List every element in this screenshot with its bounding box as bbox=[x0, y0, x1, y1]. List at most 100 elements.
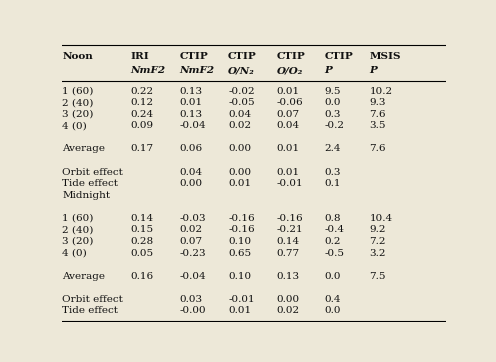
Text: 0.22: 0.22 bbox=[130, 87, 154, 96]
Text: Average: Average bbox=[62, 144, 105, 153]
Text: 0.13: 0.13 bbox=[179, 110, 202, 119]
Text: -0.16: -0.16 bbox=[228, 226, 254, 235]
Text: 0.0: 0.0 bbox=[324, 306, 341, 315]
Text: 0.01: 0.01 bbox=[179, 98, 202, 107]
Text: 4 (0): 4 (0) bbox=[62, 121, 87, 130]
Text: -0.01: -0.01 bbox=[228, 295, 254, 304]
Text: 9.3: 9.3 bbox=[370, 98, 386, 107]
Text: Noon: Noon bbox=[62, 52, 93, 61]
Text: -0.01: -0.01 bbox=[276, 179, 303, 188]
Text: -0.04: -0.04 bbox=[179, 272, 206, 281]
Text: 0.01: 0.01 bbox=[276, 144, 300, 153]
Text: 0.65: 0.65 bbox=[228, 249, 251, 258]
Text: 0.03: 0.03 bbox=[179, 295, 202, 304]
Text: Orbit effect: Orbit effect bbox=[62, 295, 124, 304]
Text: CTIP: CTIP bbox=[228, 52, 257, 61]
Text: NmF2: NmF2 bbox=[130, 66, 166, 75]
Text: 3.2: 3.2 bbox=[370, 249, 386, 258]
Text: 0.02: 0.02 bbox=[179, 226, 202, 235]
Text: 0.0: 0.0 bbox=[324, 272, 341, 281]
Text: 0.13: 0.13 bbox=[276, 272, 300, 281]
Text: 0.15: 0.15 bbox=[130, 226, 154, 235]
Text: 0.3: 0.3 bbox=[324, 168, 341, 177]
Text: 0.24: 0.24 bbox=[130, 110, 154, 119]
Text: 0.12: 0.12 bbox=[130, 98, 154, 107]
Text: 7.2: 7.2 bbox=[370, 237, 386, 246]
Text: 0.01: 0.01 bbox=[228, 306, 251, 315]
Text: 3.5: 3.5 bbox=[370, 121, 386, 130]
Text: 1 (60): 1 (60) bbox=[62, 87, 94, 96]
Text: 7.6: 7.6 bbox=[370, 144, 386, 153]
Text: 0.04: 0.04 bbox=[276, 121, 300, 130]
Text: 0.28: 0.28 bbox=[130, 237, 154, 246]
Text: CTIP: CTIP bbox=[179, 52, 208, 61]
Text: 0.04: 0.04 bbox=[179, 168, 202, 177]
Text: 10.2: 10.2 bbox=[370, 87, 393, 96]
Text: 0.0: 0.0 bbox=[324, 98, 341, 107]
Text: 7.5: 7.5 bbox=[370, 272, 386, 281]
Text: 0.01: 0.01 bbox=[276, 168, 300, 177]
Text: -0.2: -0.2 bbox=[324, 121, 344, 130]
Text: O/N₂: O/N₂ bbox=[228, 66, 255, 75]
Text: 3 (20): 3 (20) bbox=[62, 237, 94, 246]
Text: -0.03: -0.03 bbox=[179, 214, 206, 223]
Text: 0.07: 0.07 bbox=[179, 237, 202, 246]
Text: 3 (20): 3 (20) bbox=[62, 110, 94, 119]
Text: Orbit effect: Orbit effect bbox=[62, 168, 124, 177]
Text: Midnight: Midnight bbox=[62, 191, 111, 200]
Text: IRI: IRI bbox=[130, 52, 149, 61]
Text: -0.23: -0.23 bbox=[179, 249, 206, 258]
Text: 0.13: 0.13 bbox=[179, 87, 202, 96]
Text: 0.05: 0.05 bbox=[130, 249, 154, 258]
Text: 1 (60): 1 (60) bbox=[62, 214, 94, 223]
Text: -0.16: -0.16 bbox=[228, 214, 254, 223]
Text: Tide effect: Tide effect bbox=[62, 306, 119, 315]
Text: 0.00: 0.00 bbox=[276, 295, 300, 304]
Text: 0.00: 0.00 bbox=[179, 179, 202, 188]
Text: 9.5: 9.5 bbox=[324, 87, 341, 96]
Text: 0.10: 0.10 bbox=[228, 272, 251, 281]
Text: P: P bbox=[324, 66, 332, 75]
Text: 0.10: 0.10 bbox=[228, 237, 251, 246]
Text: 0.17: 0.17 bbox=[130, 144, 154, 153]
Text: 0.06: 0.06 bbox=[179, 144, 202, 153]
Text: 0.02: 0.02 bbox=[276, 306, 300, 315]
Text: -0.05: -0.05 bbox=[228, 98, 254, 107]
Text: CTIP: CTIP bbox=[324, 52, 353, 61]
Text: 0.2: 0.2 bbox=[324, 237, 341, 246]
Text: -0.4: -0.4 bbox=[324, 226, 344, 235]
Text: P: P bbox=[370, 66, 377, 75]
Text: 0.01: 0.01 bbox=[228, 179, 251, 188]
Text: 2.4: 2.4 bbox=[324, 144, 341, 153]
Text: 0.04: 0.04 bbox=[228, 110, 251, 119]
Text: -0.02: -0.02 bbox=[228, 87, 254, 96]
Text: Average: Average bbox=[62, 272, 105, 281]
Text: 0.8: 0.8 bbox=[324, 214, 341, 223]
Text: -0.5: -0.5 bbox=[324, 249, 344, 258]
Text: NmF2: NmF2 bbox=[179, 66, 214, 75]
Text: 0.14: 0.14 bbox=[130, 214, 154, 223]
Text: 2 (40): 2 (40) bbox=[62, 98, 94, 107]
Text: 10.4: 10.4 bbox=[370, 214, 393, 223]
Text: -0.00: -0.00 bbox=[179, 306, 206, 315]
Text: 0.4: 0.4 bbox=[324, 295, 341, 304]
Text: 9.2: 9.2 bbox=[370, 226, 386, 235]
Text: -0.21: -0.21 bbox=[276, 226, 303, 235]
Text: 0.07: 0.07 bbox=[276, 110, 300, 119]
Text: CTIP: CTIP bbox=[276, 52, 305, 61]
Text: O/O₂: O/O₂ bbox=[276, 66, 303, 75]
Text: 0.00: 0.00 bbox=[228, 144, 251, 153]
Text: Tide effect: Tide effect bbox=[62, 179, 119, 188]
Text: 0.14: 0.14 bbox=[276, 237, 300, 246]
Text: 4 (0): 4 (0) bbox=[62, 249, 87, 258]
Text: 0.09: 0.09 bbox=[130, 121, 154, 130]
Text: 0.1: 0.1 bbox=[324, 179, 341, 188]
Text: 0.02: 0.02 bbox=[228, 121, 251, 130]
Text: MSIS: MSIS bbox=[370, 52, 401, 61]
Text: 0.16: 0.16 bbox=[130, 272, 154, 281]
Text: 0.01: 0.01 bbox=[276, 87, 300, 96]
Text: -0.16: -0.16 bbox=[276, 214, 303, 223]
Text: -0.06: -0.06 bbox=[276, 98, 303, 107]
Text: 0.00: 0.00 bbox=[228, 168, 251, 177]
Text: 0.77: 0.77 bbox=[276, 249, 300, 258]
